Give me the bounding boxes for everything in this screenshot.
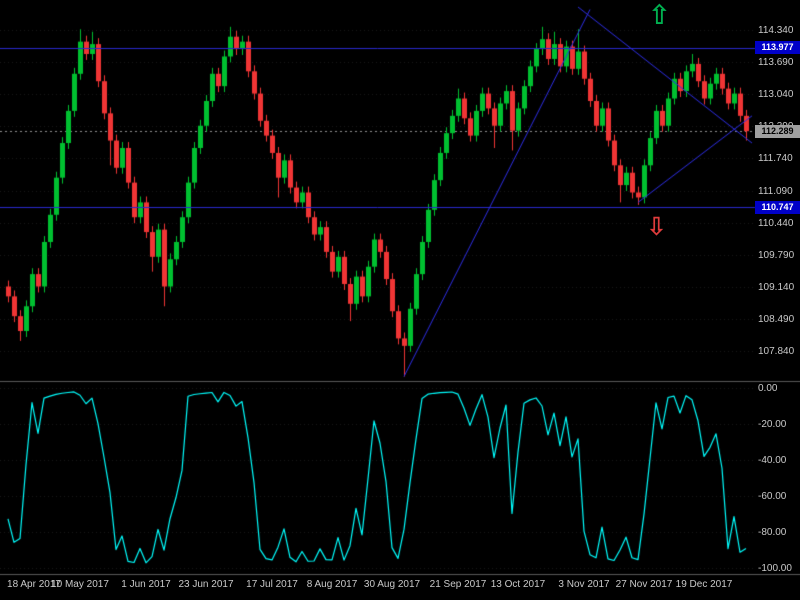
time-axis-label: 8 Aug 2017: [306, 579, 358, 590]
price-axis-label: 111.090: [758, 185, 793, 197]
indicator-axis-label: -40.00: [758, 455, 787, 466]
indicator-axis-label: -20.00: [758, 419, 787, 430]
time-axis-label: 18 Apr 2017: [7, 579, 61, 590]
support-level-badge: 110.747: [755, 200, 800, 214]
price-axis-label: 110.440: [758, 217, 794, 229]
price-axis-label: 108.490: [758, 314, 795, 326]
current-price-badge: 112.289: [755, 124, 800, 138]
price-axis-label: 109.790: [758, 249, 795, 261]
time-axis-label: 30 Aug 2017: [363, 579, 421, 590]
resistance-level-badge: 113.977: [755, 41, 800, 55]
time-axis-label: 21 Sep 2017: [429, 579, 487, 590]
up-arrow-icon: ⇧: [648, 0, 671, 31]
price-axis-label: 111.740: [758, 153, 793, 165]
price-axis-label: 109.140: [758, 281, 795, 293]
indicator-axis-label: -80.00: [758, 527, 787, 538]
price-axis-label: 113.040: [758, 89, 794, 101]
time-axis-label: 19 Dec 2017: [675, 579, 733, 590]
time-axis-label: 17 Jul 2017: [246, 579, 298, 590]
price-axis-label: 107.840: [758, 346, 795, 358]
down-arrow-icon: ⇩: [646, 212, 667, 241]
time-axis-label: 3 Nov 2017: [558, 579, 610, 590]
time-axis-label: 27 Nov 2017: [615, 579, 673, 590]
indicator-axis-label: 0.00: [758, 383, 778, 394]
time-axis-label: 1 Jun 2017: [121, 579, 171, 590]
time-axis-label: 10 May 2017: [51, 579, 109, 590]
time-axis-label: 23 Jun 2017: [178, 579, 234, 590]
time-axis-label: 13 Oct 2017: [490, 579, 546, 590]
price-axis-label: 113.690: [758, 56, 794, 68]
price-axis-label: 114.340: [758, 24, 794, 36]
indicator-axis-label: -100.00: [758, 563, 792, 574]
indicator-axis-label: -60.00: [758, 491, 787, 502]
